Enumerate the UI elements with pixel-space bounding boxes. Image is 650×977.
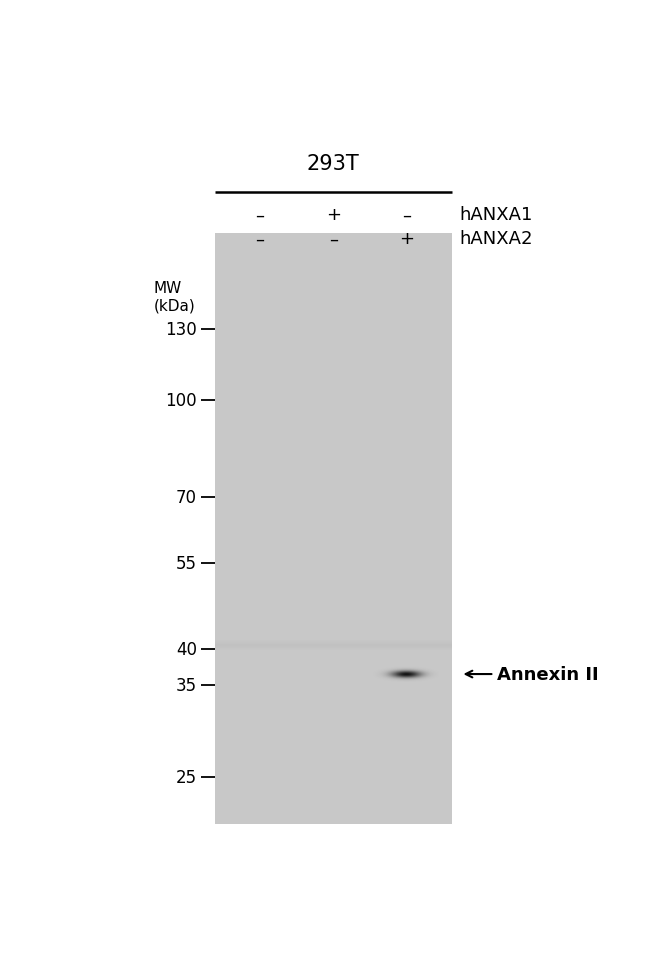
Text: 25: 25 bbox=[176, 768, 197, 786]
Text: 130: 130 bbox=[165, 320, 197, 339]
Text: +: + bbox=[326, 206, 341, 224]
Text: 70: 70 bbox=[176, 488, 197, 507]
Text: –: – bbox=[255, 231, 265, 248]
Text: 100: 100 bbox=[166, 392, 197, 409]
Text: Annexin II: Annexin II bbox=[497, 665, 599, 683]
Text: MW
(kDa): MW (kDa) bbox=[153, 280, 195, 313]
Text: –: – bbox=[255, 206, 265, 224]
Text: –: – bbox=[329, 231, 337, 248]
Text: 293T: 293T bbox=[307, 153, 359, 174]
Text: +: + bbox=[398, 231, 413, 248]
Bar bbox=[214, 234, 452, 825]
Text: hANXA1: hANXA1 bbox=[459, 206, 532, 224]
Text: –: – bbox=[402, 206, 411, 224]
Text: 40: 40 bbox=[176, 641, 197, 658]
Text: 55: 55 bbox=[176, 554, 197, 573]
Text: 35: 35 bbox=[176, 677, 197, 695]
Text: hANXA2: hANXA2 bbox=[459, 231, 532, 248]
